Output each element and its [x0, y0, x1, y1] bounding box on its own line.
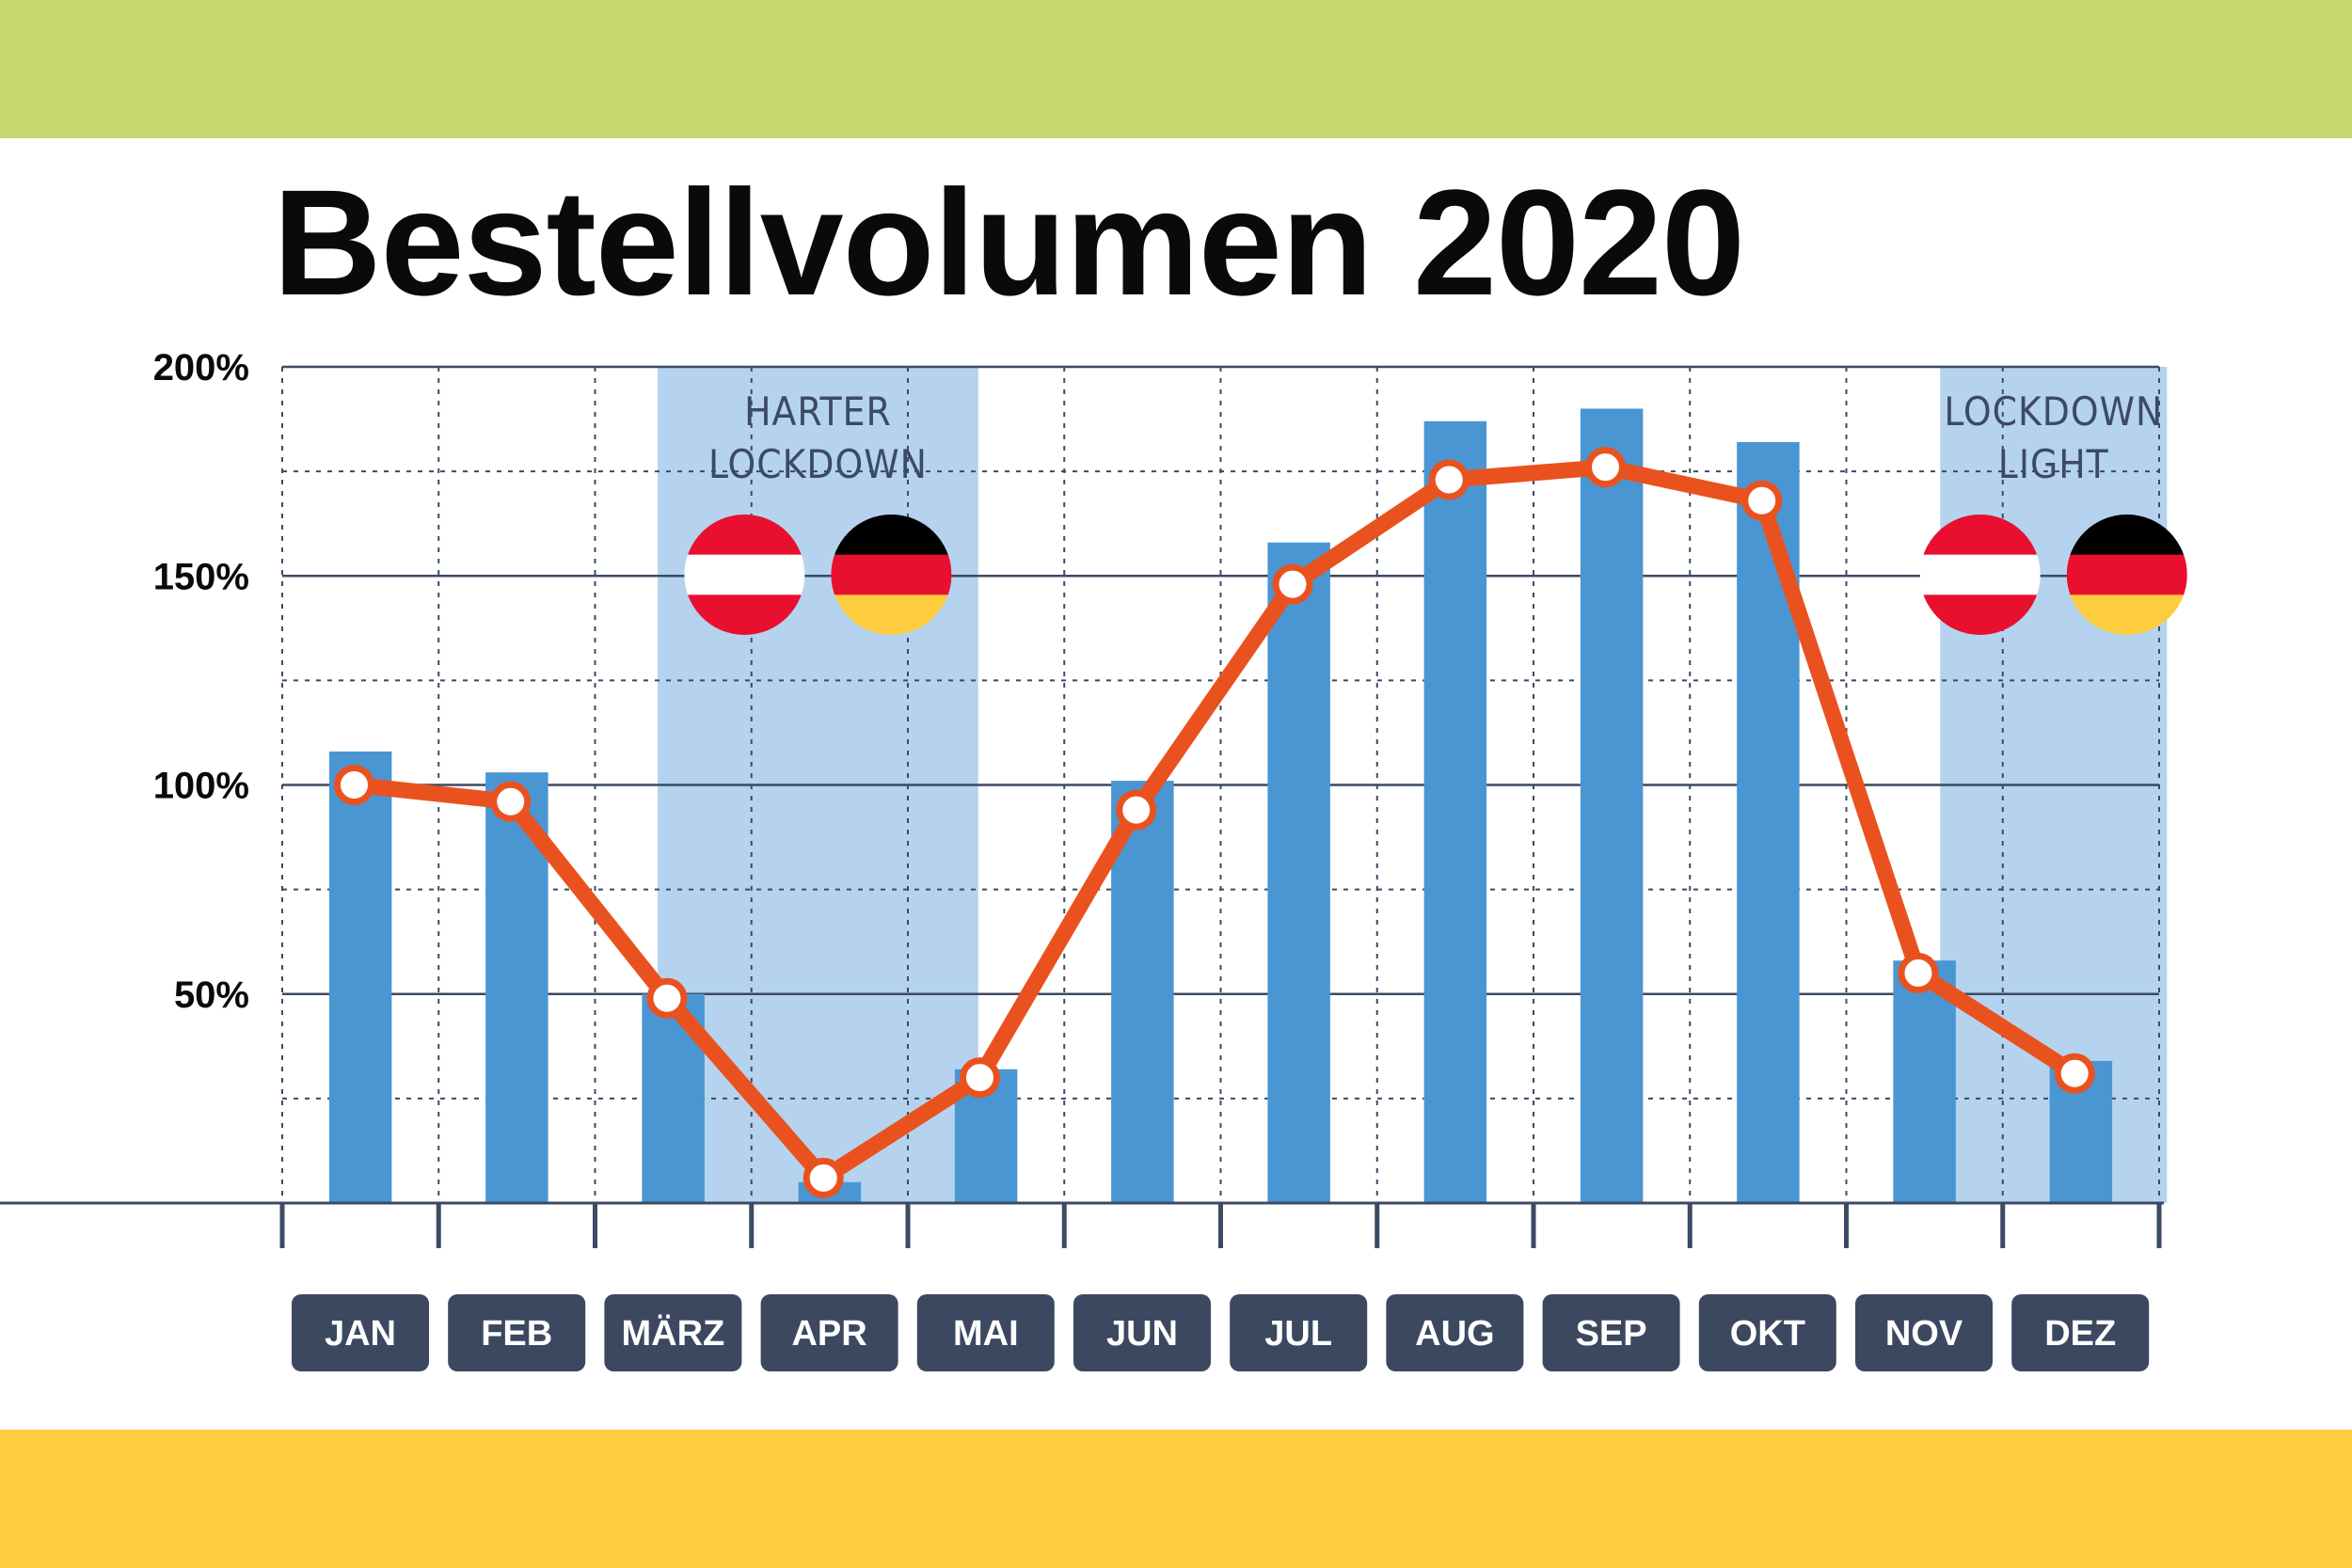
bar-jan	[328, 751, 392, 1203]
y-tick-label: 200%	[153, 347, 249, 388]
line-point-dez	[2054, 1053, 2095, 1094]
month-pill-jul: JUL	[1230, 1294, 1368, 1371]
line-point-okt	[1741, 480, 1783, 521]
month-label: JUN	[1106, 1314, 1178, 1354]
y-tick-label: 50%	[174, 974, 249, 1016]
austria-flag	[684, 515, 805, 635]
month-label: JUL	[1264, 1314, 1332, 1354]
zone-label: HARTER	[744, 388, 892, 435]
line-point-aug	[1428, 459, 1470, 500]
month-pill-jun: JUN	[1073, 1294, 1211, 1371]
month-label: AUG	[1415, 1314, 1494, 1354]
line-point-märz	[646, 977, 688, 1019]
line-point-nov	[1898, 953, 1939, 994]
line-point-jun	[1116, 789, 1157, 831]
month-pill-feb: FEB	[448, 1294, 586, 1371]
austria-flag	[1919, 515, 2041, 635]
bar-okt	[1737, 442, 1800, 1203]
zone-label: LOCKDOWN	[1944, 388, 2163, 435]
month-pill-dez: DEZ	[2011, 1294, 2150, 1371]
month-label: DEZ	[2044, 1314, 2116, 1354]
month-label: FEB	[481, 1314, 552, 1354]
month-label: MÄRZ	[622, 1313, 725, 1354]
y-tick-label: 100%	[153, 766, 249, 807]
bar-nov	[1893, 960, 1956, 1203]
bar-aug	[1423, 420, 1487, 1203]
month-label: OKT	[1730, 1314, 1805, 1354]
bar-sep	[1580, 408, 1644, 1203]
month-label: JAN	[325, 1314, 396, 1354]
line-point-sep	[1584, 447, 1626, 488]
bar-jun	[1111, 781, 1174, 1203]
month-label: SEP	[1576, 1314, 1647, 1354]
line-point-apr	[803, 1157, 844, 1198]
month-pill-sep: SEP	[1542, 1294, 1680, 1371]
month-pill-mai: MAI	[916, 1294, 1055, 1371]
zone-label: LIGHT	[1998, 441, 2109, 487]
bar-jul	[1267, 542, 1330, 1203]
month-pill-jan: JAN	[292, 1294, 429, 1371]
month-label: NOV	[1885, 1314, 1963, 1354]
y-tick-label: 150%	[153, 556, 249, 597]
month-pill-aug: AUG	[1386, 1294, 1524, 1371]
month-pill-märz: MÄRZ	[604, 1294, 742, 1371]
zone-label: LOCKDOWN	[708, 441, 928, 487]
month-pill-apr: APR	[760, 1294, 898, 1371]
germany-flag	[2066, 515, 2187, 635]
bottom-color-band	[0, 1430, 2352, 1568]
month-pill-okt: OKT	[1698, 1294, 1836, 1371]
line-point-jul	[1272, 563, 1313, 605]
line-point-mai	[959, 1057, 1000, 1099]
germany-flag	[831, 515, 952, 635]
month-pill-nov: NOV	[1855, 1294, 1993, 1371]
top-color-band	[0, 0, 2352, 138]
month-label: MAI	[953, 1314, 1019, 1354]
line-point-feb	[490, 781, 532, 822]
line-point-jan	[333, 765, 374, 805]
trend-line	[345, 459, 2083, 1186]
month-label: APR	[791, 1314, 866, 1354]
chart-title: Bestellvolumen 2020	[273, 158, 1745, 326]
